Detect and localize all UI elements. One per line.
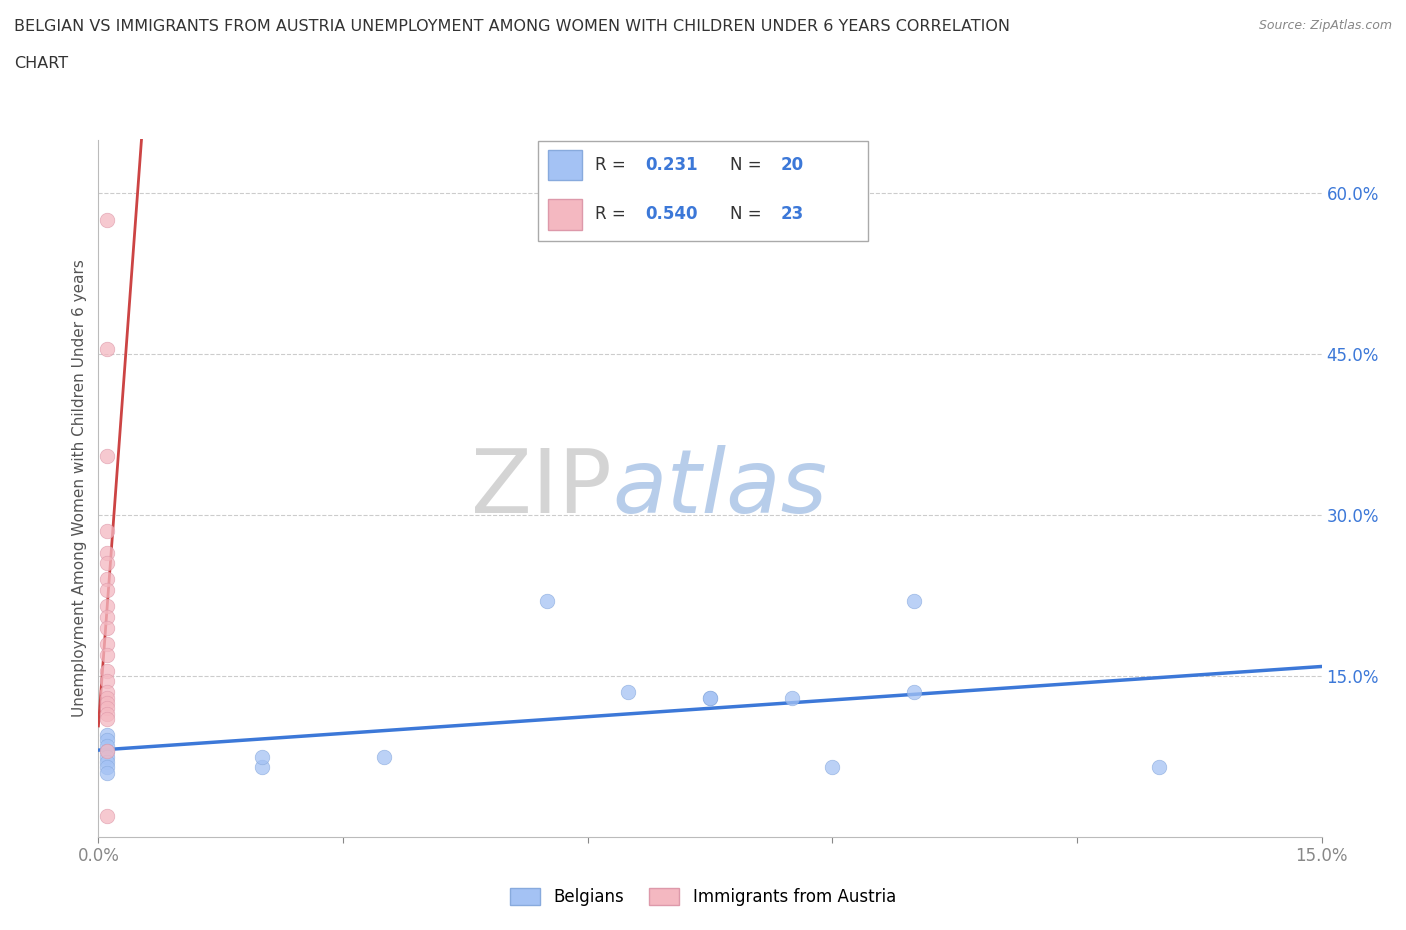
Point xyxy=(617,684,640,699)
Point xyxy=(96,727,118,742)
Text: Source: ZipAtlas.com: Source: ZipAtlas.com xyxy=(1258,19,1392,32)
Point xyxy=(96,733,118,748)
Text: BELGIAN VS IMMIGRANTS FROM AUSTRIA UNEMPLOYMENT AMONG WOMEN WITH CHILDREN UNDER : BELGIAN VS IMMIGRANTS FROM AUSTRIA UNEMP… xyxy=(14,19,1010,33)
Point xyxy=(96,620,118,635)
Point xyxy=(96,754,118,769)
Text: N =: N = xyxy=(730,156,766,174)
Point xyxy=(1147,760,1170,775)
Point xyxy=(96,765,118,780)
Point xyxy=(96,663,118,678)
Point xyxy=(96,583,118,598)
Point xyxy=(903,684,925,699)
Point xyxy=(903,593,925,608)
Point xyxy=(96,696,118,711)
FancyBboxPatch shape xyxy=(548,150,582,180)
Point xyxy=(96,341,118,356)
Point xyxy=(250,760,273,775)
Point xyxy=(96,744,118,759)
Text: N =: N = xyxy=(730,206,766,223)
Text: CHART: CHART xyxy=(14,56,67,71)
Y-axis label: Unemployment Among Women with Children Under 6 years: Unemployment Among Women with Children U… xyxy=(72,259,87,717)
Text: R =: R = xyxy=(595,206,631,223)
Text: 0.540: 0.540 xyxy=(645,206,699,223)
Point xyxy=(96,749,118,764)
Point xyxy=(96,738,118,753)
FancyBboxPatch shape xyxy=(548,199,582,230)
Text: 20: 20 xyxy=(780,156,804,174)
Point xyxy=(96,690,118,705)
Point xyxy=(699,690,721,705)
Point xyxy=(780,690,803,705)
Point xyxy=(250,749,273,764)
Point xyxy=(699,690,721,705)
Point xyxy=(96,647,118,662)
Point xyxy=(96,545,118,560)
Text: atlas: atlas xyxy=(612,445,827,531)
Legend: Belgians, Immigrants from Austria: Belgians, Immigrants from Austria xyxy=(503,881,903,912)
Point xyxy=(96,448,118,463)
Point xyxy=(96,599,118,614)
Point xyxy=(96,636,118,651)
Point xyxy=(96,572,118,587)
Point xyxy=(96,808,118,823)
Point xyxy=(96,711,118,726)
Text: 0.231: 0.231 xyxy=(645,156,699,174)
Point xyxy=(96,706,118,721)
Point xyxy=(536,593,558,608)
Point xyxy=(373,749,395,764)
Point xyxy=(96,524,118,538)
Point xyxy=(96,609,118,624)
Text: R =: R = xyxy=(595,156,631,174)
Point xyxy=(96,744,118,759)
Point xyxy=(96,684,118,699)
Text: ZIP: ZIP xyxy=(471,445,612,532)
Point xyxy=(96,556,118,571)
Point xyxy=(96,213,118,228)
Text: 23: 23 xyxy=(780,206,804,223)
Point xyxy=(96,701,118,716)
Point xyxy=(96,760,118,775)
Point xyxy=(821,760,844,775)
FancyBboxPatch shape xyxy=(537,140,869,241)
Point xyxy=(96,674,118,689)
